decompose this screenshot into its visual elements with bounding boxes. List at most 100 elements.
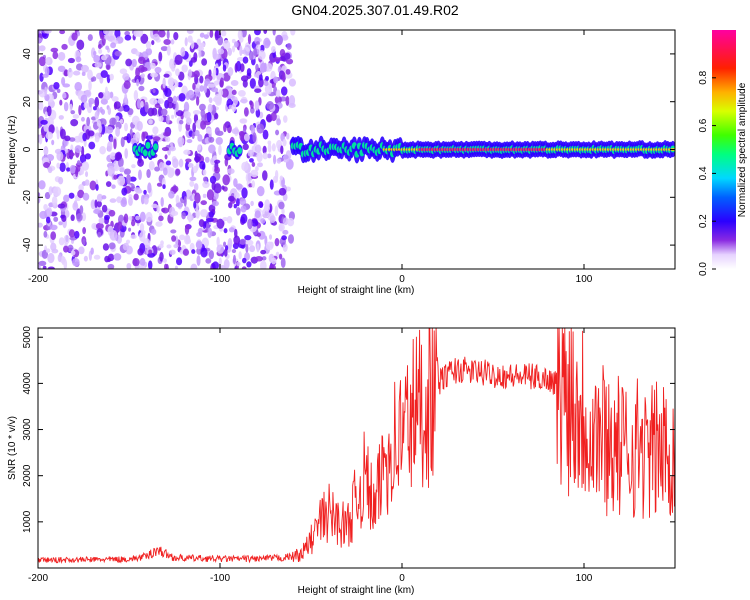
noise-cell [207, 103, 213, 114]
noise-cell [163, 38, 171, 45]
noise-cell [239, 238, 247, 245]
noise-cell [256, 123, 265, 134]
noise-cell [80, 64, 89, 73]
noise-cell [216, 244, 225, 254]
noise-cell [158, 115, 164, 122]
noise-cell [173, 31, 179, 41]
noise-cell [90, 77, 95, 82]
noise-cell [260, 218, 266, 224]
noise-cell [212, 53, 221, 60]
noise-cell [107, 141, 113, 152]
noise-cell [236, 56, 245, 62]
noise-cell [167, 77, 175, 87]
noise-cell [178, 119, 184, 125]
noise-cell [208, 136, 215, 143]
noise-cell [139, 211, 146, 222]
noise-cell [201, 58, 208, 66]
noise-cell [58, 237, 65, 246]
noise-cell [117, 175, 126, 187]
noise-cell [82, 192, 90, 201]
noise-cell [53, 81, 60, 90]
noise-cell [236, 261, 241, 266]
noise-cell [256, 186, 265, 197]
noise-cell [195, 209, 200, 219]
noise-cell [205, 217, 214, 222]
noise-cell [93, 54, 101, 63]
noise-cell [180, 46, 186, 57]
noise-cell [143, 196, 149, 205]
noise-cell [55, 126, 59, 134]
noise-cell [147, 182, 152, 194]
noise-cell [44, 111, 48, 118]
noise-cell [115, 126, 120, 137]
noise-cell [264, 199, 270, 210]
noise-cell [231, 128, 240, 135]
colorbar-tick-label: 0.6 [698, 118, 709, 132]
noise-cell [76, 160, 81, 166]
noise-cell [114, 152, 121, 162]
noise-cell [271, 143, 276, 152]
noise-cell [197, 134, 203, 142]
noise-cell [96, 120, 102, 127]
noise-cell [171, 114, 175, 119]
noise-cell [90, 247, 94, 255]
noise-cell [97, 231, 102, 238]
noise-cell [199, 103, 206, 111]
noise-cell [106, 74, 111, 84]
noise-cell [131, 164, 136, 169]
noise-cell [192, 122, 196, 133]
noise-cell [110, 42, 117, 49]
noise-cell [177, 136, 185, 146]
noise-cell [247, 149, 254, 157]
noise-cell [218, 144, 222, 156]
noise-cell [148, 119, 153, 125]
noise-cell [189, 180, 195, 187]
noise-cell [79, 154, 87, 164]
noise-cell [60, 128, 66, 140]
noise-cell [135, 215, 140, 221]
noise-cell [98, 48, 103, 54]
noise-cell [128, 227, 132, 232]
noise-cell [186, 30, 194, 34]
noise-cell [135, 189, 143, 194]
noise-cell [204, 156, 210, 163]
noise-cell [259, 260, 267, 269]
colorbar-label: Normalized spectral amplitude [737, 82, 748, 217]
colorbar [712, 30, 736, 269]
noise-cell [213, 183, 222, 194]
y-tick-label: 2000 [22, 464, 33, 487]
noise-cell [280, 257, 286, 269]
noise-cell [173, 243, 179, 249]
noise-cell [154, 66, 162, 74]
noise-cell [193, 70, 200, 78]
noise-cell [216, 218, 225, 229]
noise-cell [181, 212, 186, 220]
noise-cell [64, 69, 69, 77]
noise-cell [260, 62, 267, 73]
noise-cell [38, 260, 47, 267]
noise-cell [156, 182, 163, 187]
noise-cell [38, 30, 41, 35]
noise-cell [107, 263, 115, 269]
noise-cell [56, 162, 61, 169]
noise-cell [169, 58, 175, 70]
noise-cell [76, 213, 83, 222]
noise-cell [228, 227, 235, 233]
noise-cell [104, 35, 110, 40]
noise-cell [245, 243, 249, 253]
noise-cell [136, 78, 140, 87]
noise-cell [120, 136, 125, 148]
noise-cell [244, 42, 252, 52]
noise-cell [100, 55, 108, 61]
noise-cell [195, 241, 203, 249]
noise-cell [267, 143, 272, 153]
noise-cell [170, 210, 179, 216]
noise-cell [164, 154, 168, 160]
noise-cell [181, 64, 188, 73]
noise-cell [91, 222, 98, 230]
noise-cell [174, 265, 178, 269]
noise-cell [262, 170, 268, 181]
noise-cell [227, 66, 234, 77]
snr-xlabel: Height of straight line (km) [298, 585, 415, 596]
noise-cell [274, 205, 279, 217]
